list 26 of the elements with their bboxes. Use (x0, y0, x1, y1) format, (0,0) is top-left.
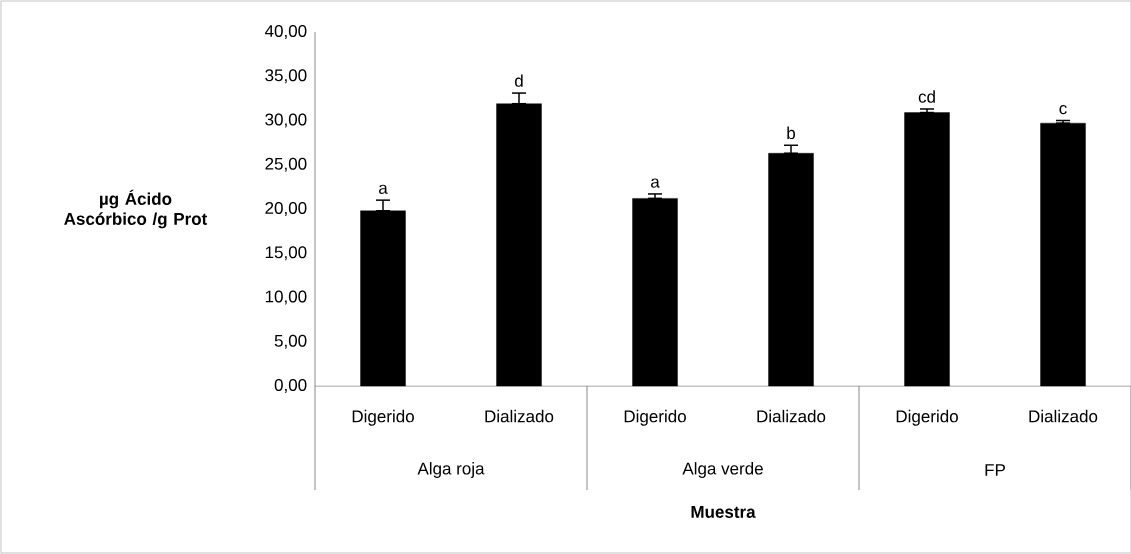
x-tick-label: Digerido (624, 409, 686, 426)
y-tick-label: 0,00 (274, 378, 307, 394)
data-label: cd (918, 90, 935, 103)
y-tick-label: 10,00 (265, 290, 307, 305)
data-label: c (1059, 104, 1067, 115)
data-label: d (515, 74, 523, 87)
text: Alga roja (417, 462, 485, 478)
data-label: a (651, 178, 660, 188)
x-tick-label: Dializado (485, 409, 554, 423)
x-tick-label: Dializado (1029, 409, 1098, 423)
y-tick-label: 15,00 (265, 246, 307, 261)
x-tick-label: Digerido (352, 409, 414, 426)
y-tick-label: 20,00 (265, 201, 307, 217)
text: Alga verde (682, 462, 763, 478)
y-tick-label: 5,00 (274, 334, 307, 349)
y-tick-label: 35,00 (265, 69, 307, 84)
y-tick-label: 40,00 (264, 24, 307, 40)
text: FP (985, 464, 1005, 476)
x-tick-label: Dializado (757, 409, 826, 423)
data-label: a (379, 184, 388, 194)
y-axis-title: µg Ácido Ascórbico /g Prot (64, 189, 208, 229)
data-label: b (787, 126, 796, 140)
x-axis-title: Muestra (691, 506, 756, 518)
y-tick-label: 25,00 (265, 157, 307, 172)
x-tick-label: Digerido (896, 409, 958, 426)
y-tick-label: 30,00 (265, 113, 307, 128)
